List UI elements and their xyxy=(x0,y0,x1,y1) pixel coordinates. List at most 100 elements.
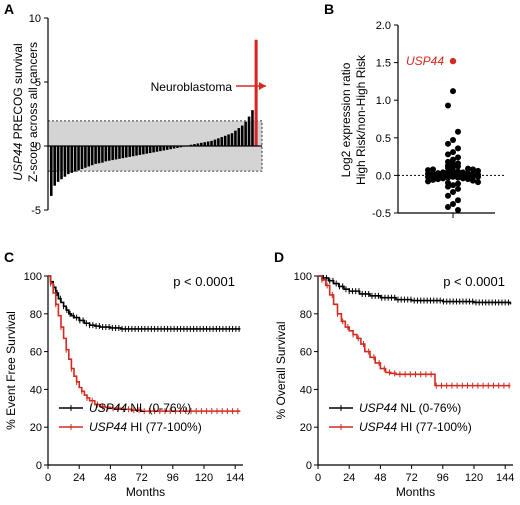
x-tick-label: 72 xyxy=(405,472,417,484)
bar xyxy=(227,134,230,146)
y-tick-label: 100 xyxy=(24,271,42,283)
bar xyxy=(155,146,159,152)
bar xyxy=(179,146,183,148)
bar xyxy=(121,146,125,159)
bar xyxy=(114,146,118,160)
bar xyxy=(172,146,176,149)
x-tick-label: 144 xyxy=(226,472,244,484)
label-part: HI (77-100%) xyxy=(397,420,472,434)
point xyxy=(445,151,451,158)
bar xyxy=(53,146,56,186)
point xyxy=(455,145,461,152)
bar xyxy=(56,146,60,182)
bar xyxy=(189,144,193,146)
y-tick-label: 20 xyxy=(30,422,42,434)
bar xyxy=(196,143,200,146)
y-tick-label: 0.5 xyxy=(376,133,391,145)
legend-entry: USP44 HI (77-100%) xyxy=(359,420,472,434)
point xyxy=(470,173,476,180)
y-tick-label: 80 xyxy=(30,309,42,321)
bar xyxy=(97,146,101,164)
bar xyxy=(247,116,251,146)
usp44-label: USP44 xyxy=(406,54,444,68)
y-tick-label: 0.0 xyxy=(376,170,391,182)
bar xyxy=(125,146,128,158)
label-part: PRECOG survival xyxy=(11,43,25,142)
point xyxy=(445,174,451,181)
y-tick-label: 100 xyxy=(294,271,312,283)
point xyxy=(455,174,461,181)
bar xyxy=(223,135,227,146)
bar xyxy=(162,146,166,151)
point xyxy=(445,183,451,190)
label-part: USP44 xyxy=(89,401,127,415)
point xyxy=(470,166,476,173)
legend-entry: USP44 NL (0-76%) xyxy=(89,401,191,415)
y-tick-label: 0 xyxy=(306,460,312,472)
bar-neuroblastoma xyxy=(254,39,258,147)
panel-a: A -5 0 5 10 USP44 PRECOG survival Z-score acro… xyxy=(4,1,266,217)
x-tick-label: 24 xyxy=(343,472,355,484)
point xyxy=(445,203,451,210)
y-tick-label: 60 xyxy=(30,347,42,359)
label-part: NL (0-76%) xyxy=(397,401,461,415)
p-value: p < 0.0001 xyxy=(173,274,235,289)
bar xyxy=(60,146,63,180)
panel-b: B -0.5 0.0 0.5 1.0 1.5 2.0 Log2 expression rati… xyxy=(324,1,505,220)
bar xyxy=(203,142,206,146)
y-axis-label: % Overall Survival xyxy=(274,321,288,419)
x-tick-label: 24 xyxy=(73,472,85,484)
bar xyxy=(50,146,53,196)
label-part: USP44 xyxy=(89,420,127,434)
legend-entry: USP44 HI (77-100%) xyxy=(89,420,202,434)
point xyxy=(450,88,456,95)
point xyxy=(425,173,431,180)
x-tick-label: 0 xyxy=(45,472,51,484)
point xyxy=(445,192,451,199)
panel-label-c: C xyxy=(4,249,14,265)
bar xyxy=(200,142,203,146)
bar xyxy=(220,137,224,146)
panel-label-a: A xyxy=(4,1,14,17)
point xyxy=(450,149,456,156)
y-axis-label: % Event Free Survival xyxy=(4,311,18,430)
y-tick-label: 1.0 xyxy=(376,95,391,107)
y-tick-label: -0.5 xyxy=(372,208,391,220)
x-tick-label: 120 xyxy=(195,472,213,484)
point xyxy=(455,154,461,161)
bar xyxy=(111,146,114,161)
point-usp44 xyxy=(449,57,457,65)
bar xyxy=(159,146,162,152)
y-tick-label: 0 xyxy=(36,460,42,472)
point xyxy=(430,166,436,173)
bar xyxy=(230,133,234,146)
point xyxy=(475,179,481,186)
point xyxy=(450,173,456,180)
point xyxy=(435,176,441,183)
bar xyxy=(237,128,241,146)
bar xyxy=(84,146,87,168)
bar xyxy=(131,146,135,157)
x-tick-label: 120 xyxy=(465,472,483,484)
bar xyxy=(169,146,172,150)
bar xyxy=(193,144,196,146)
panel-label-d: D xyxy=(274,249,284,265)
legend-entry: USP44 NL (0-76%) xyxy=(359,401,461,415)
point xyxy=(455,128,461,135)
point xyxy=(450,188,456,195)
label-part: USP44 xyxy=(11,142,25,180)
x-tick-label: 0 xyxy=(315,472,321,484)
y-tick-label: 60 xyxy=(300,347,312,359)
point xyxy=(450,182,456,189)
y-tick-label: 2.0 xyxy=(376,20,391,32)
point xyxy=(450,156,456,163)
panel-d: D 0 20 40 60 80 100 0 24 48 72 96 120 144 Months % Over… xyxy=(274,249,514,499)
point xyxy=(425,178,431,185)
point xyxy=(470,177,476,184)
bar xyxy=(73,146,77,172)
bar xyxy=(138,146,142,155)
point xyxy=(445,102,451,109)
point xyxy=(450,200,456,207)
label-part: HI (77-100%) xyxy=(127,420,202,434)
survival-curve-nl xyxy=(318,275,512,305)
